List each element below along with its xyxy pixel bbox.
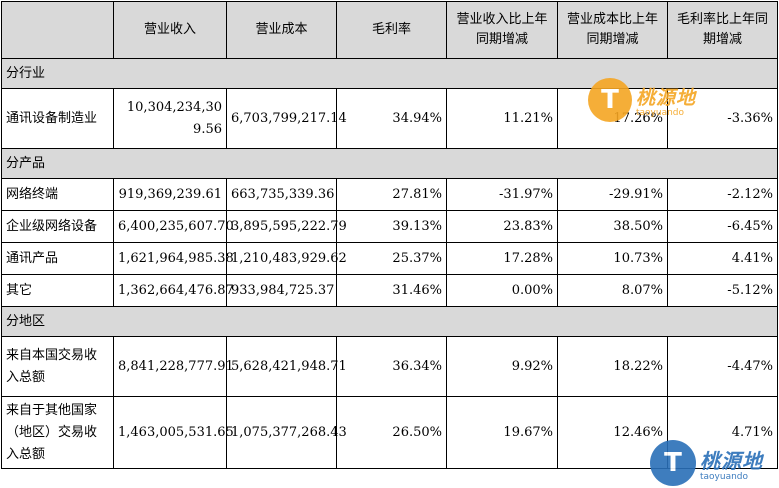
cell-revenue: 8,841,228,777.91 (113, 336, 234, 397)
cell-cost: 5,628,421,948.71 (226, 336, 347, 397)
header-empty (1, 1, 114, 59)
financial-table: 营业收入 营业成本 毛利率 营业收入比上年同期增减 营业成本比上年同期增减 毛利… (1, 1, 778, 469)
cell-cost: 6,703,799,217.14 (226, 88, 347, 149)
cell-cost: 3,895,595,222.79 (226, 210, 347, 243)
watermark-logo: T 桃源地 taoyuando (588, 78, 696, 122)
cell-margin: 31.46% (336, 274, 447, 307)
cell-cost-change: 38.50% (557, 210, 668, 243)
section-row: 分行业 (1, 58, 778, 89)
cell-margin: 26.50% (336, 396, 447, 469)
cell-revenue-change: 17.28% (446, 242, 558, 275)
cell-cost-change: 8.07% (557, 274, 668, 307)
section-row: 分地区 (1, 306, 778, 337)
cell-revenue-change: 0.00% (446, 274, 558, 307)
cell-margin-change: -5.12% (667, 274, 778, 307)
table-row: 来自于其他国家（地区）交易收入总额 1,463,005,531.65 1,075… (1, 396, 778, 469)
row-label: 网络终端 (1, 178, 114, 211)
row-label: 企业级网络设备 (1, 210, 114, 243)
section-row: 分产品 (1, 148, 778, 179)
row-label: 来自本国交易收入总额 (1, 336, 114, 397)
table-row: 企业级网络设备 6,400,235,607.70 3,895,595,222.7… (1, 210, 778, 243)
row-label: 来自于其他国家（地区）交易收入总额 (1, 396, 114, 469)
cell-margin-change: -6.45% (667, 210, 778, 243)
cell-cost-change: 10.73% (557, 242, 668, 275)
watermark-t-icon: T (650, 440, 696, 486)
cell-revenue: 1,621,964,985.38 (113, 242, 234, 275)
cell-margin: 25.37% (336, 242, 447, 275)
cell-revenue-change: 9.92% (446, 336, 558, 397)
cell-margin-change: 4.41% (667, 242, 778, 275)
header-margin: 毛利率 (336, 1, 447, 59)
cell-cost: 1,075,377,268.43 (226, 396, 347, 469)
watermark-en-text: taoyuando (636, 107, 685, 118)
cell-margin: 27.81% (336, 178, 447, 211)
watermark-t-icon: T (588, 78, 632, 122)
header-revenue: 营业收入 (113, 1, 227, 59)
table-row: 来自本国交易收入总额 8,841,228,777.91 5,628,421,94… (1, 336, 778, 397)
cell-margin-change: -4.47% (667, 336, 778, 397)
cell-revenue: 919,369,239.61 (113, 178, 227, 211)
cell-revenue-change: 23.83% (446, 210, 558, 243)
section-title: 分地区 (1, 306, 778, 337)
row-label: 通讯产品 (1, 242, 114, 275)
cell-margin: 36.34% (336, 336, 447, 397)
cell-cost-change: 18.22% (557, 336, 668, 397)
cell-cost-change: 12.46% (557, 396, 668, 469)
cell-margin: 34.94% (336, 88, 447, 149)
cell-margin-change: -2.12% (667, 178, 778, 211)
watermark-cn-text: 桃源地 (636, 86, 697, 109)
cell-revenue: 1,362,664,476.87 (113, 274, 234, 307)
cell-cost-change: -29.91% (557, 178, 668, 211)
section-title: 分行业 (1, 58, 778, 89)
cell-revenue-change: 11.21% (446, 88, 558, 149)
header-revenue-change: 营业收入比上年同期增减 (446, 1, 558, 59)
cell-revenue: 10,304,234,309.56 (113, 88, 227, 149)
cell-cost: 933,984,725.37 (226, 274, 337, 307)
header-cost-change: 营业成本比上年同期增减 (557, 1, 668, 59)
cell-revenue: 6,400,235,607.70 (113, 210, 234, 243)
table-row: 网络终端 919,369,239.61 663,735,339.36 27.81… (1, 178, 778, 211)
row-label: 通讯设备制造业 (1, 88, 114, 149)
table-row: 其它 1,362,664,476.87 933,984,725.37 31.46… (1, 274, 778, 307)
section-title: 分产品 (1, 148, 778, 179)
header-margin-change: 毛利率比上年同期增减 (667, 1, 778, 59)
watermark-en-text: taoyuando (700, 471, 749, 482)
row-label: 其它 (1, 274, 114, 307)
cell-margin: 39.13% (336, 210, 447, 243)
cell-revenue: 1,463,005,531.65 (113, 396, 234, 469)
table-row: 通讯产品 1,621,964,985.38 1,210,483,929.62 2… (1, 242, 778, 275)
table-header-row: 营业收入 营业成本 毛利率 营业收入比上年同期增减 营业成本比上年同期增减 毛利… (1, 1, 778, 59)
cell-cost: 1,210,483,929.62 (226, 242, 347, 275)
watermark-logo: T 桃源地 taoyuando (650, 440, 763, 486)
watermark-cn-text: 桃源地 (700, 448, 763, 473)
header-cost: 营业成本 (226, 1, 337, 59)
cell-cost: 663,735,339.36 (226, 178, 337, 211)
table-row: 通讯设备制造业 10,304,234,309.56 6,703,799,217.… (1, 88, 778, 149)
cell-revenue-change: 19.67% (446, 396, 558, 469)
cell-revenue-change: -31.97% (446, 178, 558, 211)
